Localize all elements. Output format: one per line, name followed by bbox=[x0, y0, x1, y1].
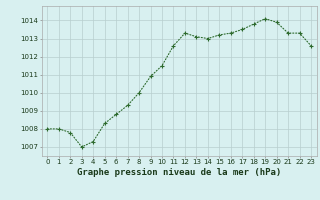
X-axis label: Graphe pression niveau de la mer (hPa): Graphe pression niveau de la mer (hPa) bbox=[77, 168, 281, 177]
